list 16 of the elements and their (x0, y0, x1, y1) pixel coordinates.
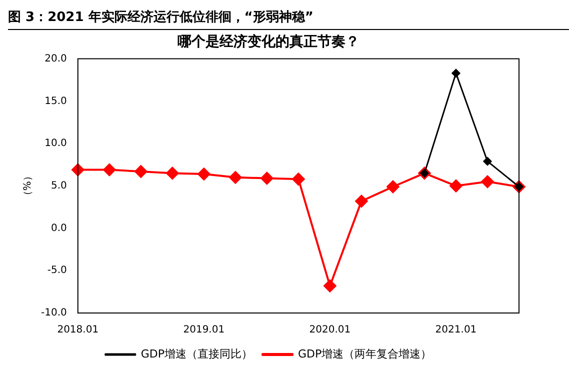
legend-label: GDP增速（两年复合增速） (298, 347, 432, 360)
y-tick-label: 0.0 (50, 222, 67, 234)
y-tick-label: 5.0 (50, 180, 67, 192)
chart-subtitle: 哪个是经济变化的真正节奏？ (178, 33, 360, 50)
y-tick-label: 20.0 (44, 53, 67, 64)
y-tick-label: 15.0 (44, 96, 67, 107)
x-tick-label: 2020.01 (309, 324, 351, 336)
x-tick-label: 2018.01 (57, 324, 99, 336)
x-tick-label: 2019.01 (183, 324, 225, 336)
x-tick-label: 2021.01 (435, 324, 477, 336)
y-tick-label: -10.0 (41, 308, 67, 319)
y-tick-label: 10.0 (44, 138, 67, 150)
y-axis-title: （%） (22, 171, 34, 201)
y-tick-label: -5.0 (47, 265, 67, 276)
chart-title: 图 3：2021 年实际经济运行低位徘徊，“形弱神稳” (8, 8, 569, 30)
legend-label: GDP增速（直接同比） (140, 347, 253, 360)
